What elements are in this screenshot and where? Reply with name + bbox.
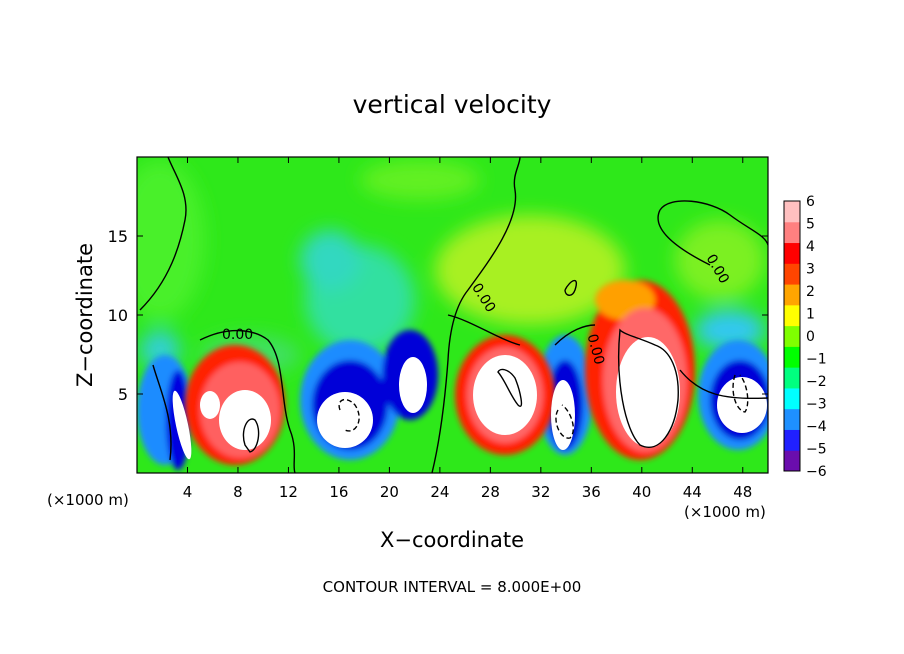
colorbar-segment [784,450,800,472]
x-tick-label: 4 [183,483,193,501]
x-axis-label: X−coordinate [380,528,524,552]
colorbar-segment [784,263,800,285]
colorbar-tick-label: −6 [806,464,827,480]
colorbar-segment [784,284,800,306]
colorbar-tick-label: 5 [806,217,815,233]
colorbar-segment [784,221,800,244]
colorbar-tick-label: 3 [806,262,815,278]
x-unit-label-right: (×1000 m) [684,503,766,521]
colorbar-tick-label: −4 [806,419,827,435]
x-unit-label-left: (×1000 m) [47,491,129,509]
colorbar-segment [784,325,800,347]
colorbar-segment [784,304,800,327]
colorbar-tick-label: 4 [806,239,815,255]
x-tick-label: 48 [733,483,752,501]
x-tick-label: 36 [582,483,601,501]
y-axis-label: Z−coordinate [73,243,97,387]
x-tick-label: 28 [481,483,500,501]
colorbar-frame [783,200,801,472]
plot-area [137,157,768,473]
x-tick-label: 20 [380,483,399,501]
colorbar-segment [784,429,800,451]
colorbar: 6 5 4 3 2 1 0 −1 −2 −3 −4 −5 −6 [783,194,827,480]
contour-interval-note: CONTOUR INTERVAL = 8.000E+00 [323,578,582,596]
colorbar-tick-label: 2 [806,284,815,300]
colorbar-segment [784,408,800,430]
colorbar-tick-label: 6 [806,194,815,210]
x-tick-label: 40 [632,483,651,501]
contour-lines [139,157,768,473]
y-tick-label: 10 [108,306,128,325]
chart-title: vertical velocity [353,90,552,119]
colorbar-segment [784,346,800,368]
colorbar-segment [784,242,800,264]
y-tick-label: 5 [118,385,128,404]
x-tick-label: 32 [531,483,550,501]
colorbar-tick-label: −1 [806,352,827,368]
y-tick-label: 15 [108,227,128,246]
x-tick-label: 44 [683,483,702,501]
contour-label: 0.00 [222,327,253,343]
x-tick-label: 8 [233,483,243,501]
colorbar-tick-label: −3 [806,397,827,413]
colorbar-tick-label: 0 [806,329,815,345]
y-axis: 5 10 15 [108,227,768,404]
colorbar-segment [784,367,800,389]
colorbar-segment [784,201,800,223]
x-axis: 4 8 12 16 20 24 28 32 36 40 44 48 [183,157,752,501]
colorbar-tick-label: −5 [806,442,827,458]
x-tick-label: 24 [430,483,449,501]
colorbar-segment [784,387,800,410]
extreme-cores [172,337,767,460]
colorbar-tick-label: −2 [806,374,827,390]
contour-labels: 0.00 0.00 0.00 0.00 [222,252,732,367]
x-tick-label: 16 [329,483,348,501]
contour-label: 0.00 [584,332,608,366]
colorbar-tick-label: 1 [806,307,815,323]
x-tick-label: 12 [279,483,298,501]
velocity-field [137,160,765,375]
